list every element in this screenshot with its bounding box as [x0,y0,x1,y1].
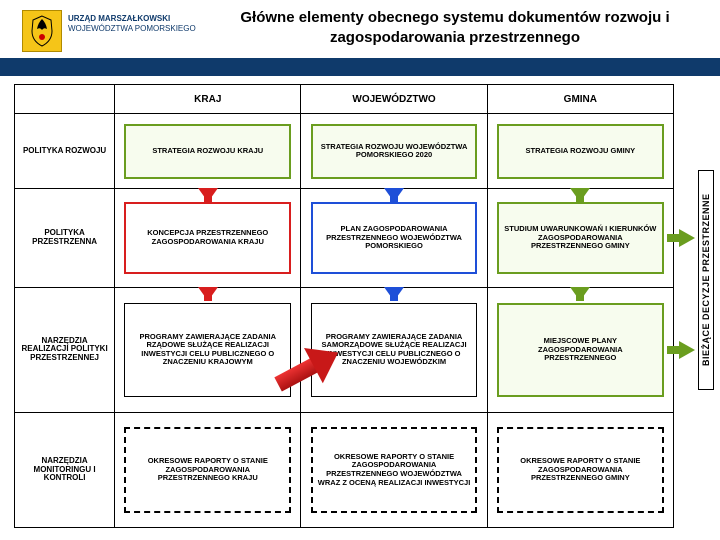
box-strategia-gminy: STRATEGIA ROZWOJU GMINY [497,124,664,179]
rowhdr-4: NARZĘDZIA MONITORINGU I KONTROLI [15,413,115,528]
cell-r1c1: STRATEGIA ROZWOJU KRAJU [115,114,301,189]
header-row: KRAJ WOJEWÓDZTWO GMINA [15,85,674,114]
box-strategia-woj: STRATEGIA ROZWOJU WOJEWÓDZTWA POMORSKIEG… [311,124,478,179]
row-narzedzia-realizacji: NARZĘDZIA REALIZACJI POLITYKI PRZESTRZEN… [15,287,674,412]
box-raport-gmina: OKRESOWE RAPORTY O STANIE ZAGOSPODAROWAN… [497,427,664,513]
header: URZĄD MARSZAŁKOWSKI WOJEWÓDZTWA POMORSKI… [0,0,720,76]
org-line2: WOJEWÓDZTWA POMORSKIEGO [68,24,196,34]
arrow-right-icon [679,341,695,359]
arrow-down-icon [384,188,404,202]
col-kraj: KRAJ [115,85,301,114]
box-strategia-kraju: STRATEGIA ROZWOJU KRAJU [124,124,291,179]
col-wojewodztwo: WOJEWÓDZTWO [301,85,487,114]
row-polityka-przestrzenna: POLITYKA PRZESTRZENNA KONCEPCJA PRZESTRZ… [15,189,674,287]
arrow-down-icon [570,188,590,202]
org-name: URZĄD MARSZAŁKOWSKI WOJEWÓDZTWA POMORSKI… [68,14,196,33]
cell-r2c3: STUDIUM UWARUNKOWAŃ I KIERUNKÓW ZAGOSPOD… [487,189,673,287]
box-plan-woj: PLAN ZAGOSPODAROWANIA PRZESTRZENNEGO WOJ… [311,202,478,275]
page-title: Główne elementy obecnego systemu dokumen… [220,8,690,49]
diagram-grid: KRAJ WOJEWÓDZTWO GMINA POLITYKA ROZWOJU … [14,84,674,528]
org-line1: URZĄD MARSZAŁKOWSKI [68,14,196,24]
cell-r2c2: PLAN ZAGOSPODAROWANIA PRZESTRZENNEGO WOJ… [301,189,487,287]
box-mpzp: MIEJSCOWE PLANY ZAGOSPODAROWANIA PRZESTR… [497,303,664,397]
header-bar [0,58,720,76]
rowhdr-1: POLITYKA ROZWOJU [15,114,115,189]
rowhdr-3: NARZĘDZIA REALIZACJI POLITYKI PRZESTRZEN… [15,287,115,412]
cell-r3c3: MIEJSCOWE PLANY ZAGOSPODAROWANIA PRZESTR… [487,287,673,412]
box-programy-kraj: PROGRAMY ZAWIERAJĄCE ZADANIA RZĄDOWE SŁU… [124,303,291,397]
cell-r1c2: STRATEGIA ROZWOJU WOJEWÓDZTWA POMORSKIEG… [301,114,487,189]
arrow-down-icon [384,287,404,301]
cell-r4c3: OKRESOWE RAPORTY O STANIE ZAGOSPODAROWAN… [487,413,673,528]
matrix-table: KRAJ WOJEWÓDZTWO GMINA POLITYKA ROZWOJU … [14,84,674,528]
arrow-right-icon [679,229,695,247]
pomorskie-logo [22,10,62,52]
col-gmina: GMINA [487,85,673,114]
cell-r4c2: OKRESOWE RAPORTY O STANIE ZAGOSPODAROWAN… [301,413,487,528]
box-raport-kraj: OKRESOWE RAPORTY O STANIE ZAGOSPODAROWAN… [124,427,291,513]
rowhdr-2: POLITYKA PRZESTRZENNA [15,189,115,287]
row-monitoring: NARZĘDZIA MONITORINGU I KONTROLI OKRESOW… [15,413,674,528]
row-polityka-rozwoju: POLITYKA ROZWOJU STRATEGIA ROZWOJU KRAJU… [15,114,674,189]
box-studium-gminy: STUDIUM UWARUNKOWAŃ I KIERUNKÓW ZAGOSPOD… [497,202,664,275]
arrow-down-icon [198,188,218,202]
cell-r1c3: STRATEGIA ROZWOJU GMINY [487,114,673,189]
cell-r2c1: KONCEPCJA PRZESTRZENNEGO ZAGOSPODAROWANI… [115,189,301,287]
corner-cell [15,85,115,114]
cell-r4c1: OKRESOWE RAPORTY O STANIE ZAGOSPODAROWAN… [115,413,301,528]
box-raport-woj: OKRESOWE RAPORTY O STANIE ZAGOSPODAROWAN… [311,427,478,513]
arrow-down-icon [198,287,218,301]
side-label-decyzje: BIEŻĄCE DECYZJE PRZESTRZENNE [698,170,714,390]
cell-r3c1: PROGRAMY ZAWIERAJĄCE ZADANIA RZĄDOWE SŁU… [115,287,301,412]
box-koncepcja-kraju: KONCEPCJA PRZESTRZENNEGO ZAGOSPODAROWANI… [124,202,291,275]
arrow-down-icon [570,287,590,301]
